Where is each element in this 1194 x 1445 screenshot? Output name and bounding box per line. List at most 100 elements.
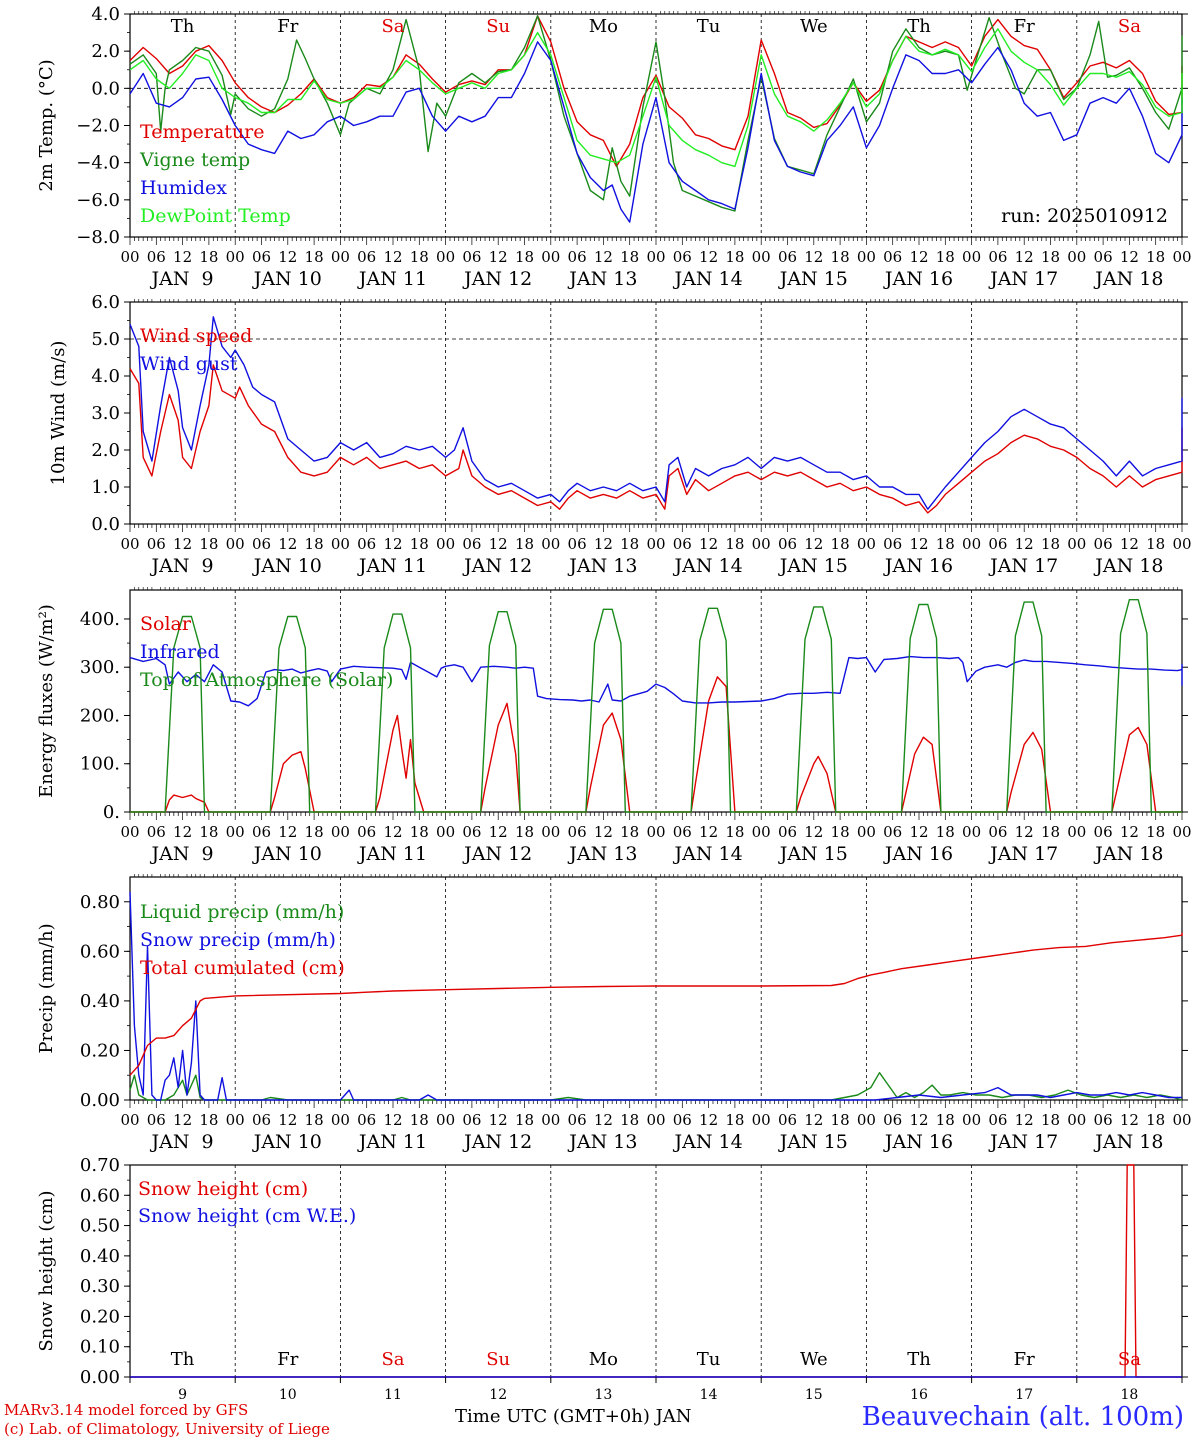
hour-tick-label: 00 <box>857 1111 876 1129</box>
hour-tick-label: 06 <box>1094 535 1113 553</box>
hour-tick-label: 06 <box>462 823 481 841</box>
series-line-snow-precip-mm-h- <box>129 891 1182 1101</box>
y-tick-label: 0.30 <box>80 1276 120 1297</box>
hour-tick-label: 18 <box>515 1111 534 1129</box>
series-line-temperature <box>129 15 1183 168</box>
hour-tick-label: 00 <box>541 823 560 841</box>
hour-tick-label: 06 <box>252 248 271 266</box>
legend-entry: Snow precip (mm/h) <box>140 929 336 951</box>
hour-tick-label: 06 <box>778 535 797 553</box>
hour-tick-label: 12 <box>489 1111 508 1129</box>
date-label: JAN 14 <box>673 1131 743 1153</box>
hour-tick-label: 06 <box>673 248 692 266</box>
hour-tick-label: 00 <box>962 248 981 266</box>
day-number: 14 <box>700 1387 718 1403</box>
series-line-humidex <box>129 41 1183 223</box>
legend-entry: Wind speed <box>140 325 252 347</box>
hour-tick-label: 18 <box>725 535 744 553</box>
time-axis-label: Time UTC (GMT+0h) JAN <box>455 1406 692 1427</box>
hour-tick-label: 18 <box>410 1111 429 1129</box>
date-label: JAN 10 <box>252 268 322 290</box>
hour-tick-label: 18 <box>1041 823 1060 841</box>
hour-tick-label: 06 <box>462 535 481 553</box>
hour-tick-label: 18 <box>620 1111 639 1129</box>
hour-tick-label: 18 <box>305 1111 324 1129</box>
hour-tick-label: 00 <box>226 248 245 266</box>
hour-tick-label: 06 <box>568 535 587 553</box>
y-tick-label: 0.0 <box>91 514 120 535</box>
hour-tick-label: 12 <box>383 535 402 553</box>
hour-tick-label: 00 <box>646 535 665 553</box>
hour-tick-label: 00 <box>541 248 560 266</box>
hour-tick-label: 06 <box>673 823 692 841</box>
day-number: 10 <box>279 1387 297 1403</box>
hour-tick-label: 06 <box>883 248 902 266</box>
y-tick-label: 0.40 <box>80 991 120 1012</box>
date-label: JAN 18 <box>1093 268 1163 290</box>
hour-tick-label: 12 <box>909 823 928 841</box>
hour-tick-label: 00 <box>646 823 665 841</box>
day-name: Th <box>907 1349 931 1370</box>
day-name: Th <box>171 16 195 37</box>
hour-tick-label: 00 <box>1172 535 1191 553</box>
date-label: JAN 16 <box>883 268 953 290</box>
day-name: Mo <box>589 1349 618 1370</box>
hour-tick-label: 18 <box>515 248 534 266</box>
hour-tick-label: 18 <box>515 823 534 841</box>
date-label: JAN 13 <box>567 268 637 290</box>
legend-entry: Temperature <box>140 121 264 143</box>
hour-tick-label: 00 <box>120 823 139 841</box>
hour-tick-label: 18 <box>1146 535 1165 553</box>
hour-tick-label: 12 <box>594 535 613 553</box>
hour-tick-label: 06 <box>1094 248 1113 266</box>
hour-tick-label: 12 <box>173 248 192 266</box>
hour-tick-label: 12 <box>1120 1111 1139 1129</box>
hour-tick-label: 12 <box>1120 248 1139 266</box>
hour-tick-label: 18 <box>831 823 850 841</box>
y-tick-label: 0.00 <box>80 1090 120 1111</box>
date-label: JAN 18 <box>1093 555 1163 577</box>
hour-tick-label: 12 <box>489 535 508 553</box>
hour-tick-label: 12 <box>804 823 823 841</box>
hour-tick-label: 00 <box>436 1111 455 1129</box>
date-label: JAN 9 <box>150 268 214 290</box>
date-label: JAN 11 <box>357 268 427 290</box>
hour-tick-label: 00 <box>857 535 876 553</box>
hour-tick-label: 12 <box>1015 1111 1034 1129</box>
hour-tick-label: 12 <box>278 248 297 266</box>
hour-tick-label: 06 <box>778 1111 797 1129</box>
date-label: JAN 10 <box>252 555 322 577</box>
panel-3: 400. 300. 200. 100. 0. Energy fluxes (W/m²) 00… <box>36 587 1192 865</box>
series-line-wind-speed <box>129 364 1183 514</box>
hour-tick-label: 00 <box>962 535 981 553</box>
hour-tick-label: 06 <box>883 823 902 841</box>
hour-tick-label: 06 <box>883 535 902 553</box>
date-label: JAN 10 <box>252 843 322 865</box>
hour-tick-label: 18 <box>1041 1111 1060 1129</box>
hour-tick-label: 06 <box>673 1111 692 1129</box>
hour-tick-label: 12 <box>909 1111 928 1129</box>
hour-tick-label: 18 <box>1146 1111 1165 1129</box>
y-tick-label: 1.0 <box>91 477 120 498</box>
date-label: JAN 13 <box>567 1131 637 1153</box>
hour-tick-label: 18 <box>936 823 955 841</box>
hour-tick-label: 00 <box>1172 823 1191 841</box>
hour-tick-label: 18 <box>305 535 324 553</box>
day-number: 13 <box>594 1387 612 1403</box>
hour-tick-label: 12 <box>594 823 613 841</box>
y-tick-label: 200. <box>80 705 120 726</box>
y-tick-label: 300. <box>80 657 120 678</box>
hour-tick-label: 18 <box>199 248 218 266</box>
date-label: JAN 17 <box>988 1131 1058 1153</box>
y-tick-label: 0.20 <box>80 1040 120 1061</box>
hour-tick-label: 00 <box>857 823 876 841</box>
hour-tick-label: 12 <box>173 535 192 553</box>
hour-tick-label: 18 <box>305 823 324 841</box>
y-tick-label: 4.0 <box>91 4 120 25</box>
hour-tick-label: 06 <box>357 248 376 266</box>
hour-tick-label: 18 <box>410 248 429 266</box>
hour-tick-label: 06 <box>147 1111 166 1129</box>
hour-tick-label: 12 <box>804 535 823 553</box>
hour-tick-label: 00 <box>226 1111 245 1129</box>
